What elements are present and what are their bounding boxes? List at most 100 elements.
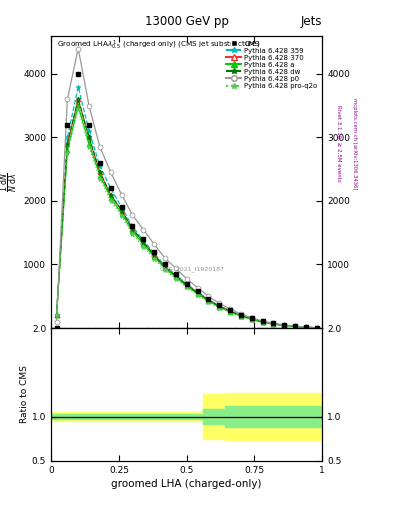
Pythia 6.428 p0 xyxy=(173,265,178,271)
Pythia 6.428 dw xyxy=(228,308,232,314)
Line: Pythia 6.428 p0: Pythia 6.428 p0 xyxy=(54,46,319,330)
Pythia 6.428 a xyxy=(152,254,156,260)
Pythia 6.428 a xyxy=(173,274,178,280)
Pythia 6.428 pro-q2o xyxy=(195,292,200,298)
Pythia 6.428 359 xyxy=(195,289,200,295)
Pythia 6.428 dw xyxy=(163,264,167,270)
Pythia 6.428 dw xyxy=(271,321,276,327)
Pythia 6.428 a xyxy=(54,312,59,318)
Text: 13000 GeV pp: 13000 GeV pp xyxy=(145,15,229,28)
Pythia 6.428 359 xyxy=(228,308,232,314)
Pythia 6.428 370 xyxy=(173,273,178,279)
Pythia 6.428 pro-q2o xyxy=(152,255,156,262)
CMS xyxy=(97,160,102,166)
Pythia 6.428 pro-q2o xyxy=(65,150,70,156)
Pythia 6.428 a xyxy=(108,195,113,201)
Pythia 6.428 a xyxy=(282,323,286,329)
Pythia 6.428 370 xyxy=(87,134,92,140)
Pythia 6.428 pro-q2o xyxy=(184,284,189,290)
Line: Pythia 6.428 pro-q2o: Pythia 6.428 pro-q2o xyxy=(54,106,319,330)
Pythia 6.428 dw xyxy=(206,297,211,303)
Pythia 6.428 pro-q2o xyxy=(97,176,102,182)
Pythia 6.428 a xyxy=(76,102,81,109)
Pythia 6.428 p0 xyxy=(206,293,211,300)
Pythia 6.428 pro-q2o xyxy=(250,317,254,323)
CMS xyxy=(130,223,135,229)
CMS xyxy=(54,325,59,331)
Pythia 6.428 p0 xyxy=(228,306,232,312)
Pythia 6.428 a xyxy=(163,265,167,271)
Pythia 6.428 dw xyxy=(54,312,59,318)
Pythia 6.428 359 xyxy=(217,303,222,309)
Y-axis label: $\frac{1}{N}\frac{\mathrm{d}N}{\mathrm{d}\lambda}$: $\frac{1}{N}\frac{\mathrm{d}N}{\mathrm{d… xyxy=(0,172,20,192)
Line: Pythia 6.428 359: Pythia 6.428 359 xyxy=(54,84,319,330)
CMS xyxy=(293,323,298,329)
Pythia 6.428 pro-q2o xyxy=(108,198,113,204)
Pythia 6.428 359 xyxy=(184,281,189,287)
Pythia 6.428 370 xyxy=(141,239,146,245)
Pythia 6.428 370 xyxy=(119,207,124,214)
Pythia 6.428 pro-q2o xyxy=(260,319,265,326)
Pythia 6.428 370 xyxy=(239,312,243,318)
Legend: CMS, Pythia 6.428 359, Pythia 6.428 370, Pythia 6.428 a, Pythia 6.428 dw, Pythia: CMS, Pythia 6.428 359, Pythia 6.428 370,… xyxy=(225,39,319,90)
Pythia 6.428 359 xyxy=(206,296,211,303)
Pythia 6.428 pro-q2o xyxy=(239,313,243,319)
Text: Groomed LHA$\lambda^{1}_{0.5}$ (charged only) (CMS jet substructure): Groomed LHA$\lambda^{1}_{0.5}$ (charged … xyxy=(57,39,260,52)
Pythia 6.428 359 xyxy=(54,312,59,318)
Pythia 6.428 370 xyxy=(65,141,70,147)
Text: CMS_2021_I1920187: CMS_2021_I1920187 xyxy=(160,267,224,272)
Pythia 6.428 pro-q2o xyxy=(217,305,222,311)
Pythia 6.428 dw xyxy=(293,324,298,330)
Pythia 6.428 359 xyxy=(293,323,298,329)
Pythia 6.428 p0 xyxy=(195,285,200,291)
Line: Pythia 6.428 dw: Pythia 6.428 dw xyxy=(54,97,319,330)
Text: Rivet 3.1.10, ≥ 2.5M events: Rivet 3.1.10, ≥ 2.5M events xyxy=(336,105,341,182)
Pythia 6.428 pro-q2o xyxy=(271,321,276,327)
Pythia 6.428 359 xyxy=(108,185,113,191)
CMS xyxy=(141,236,146,242)
Pythia 6.428 359 xyxy=(152,250,156,256)
CMS xyxy=(119,204,124,210)
Pythia 6.428 359 xyxy=(87,128,92,134)
Pythia 6.428 359 xyxy=(173,271,178,278)
Pythia 6.428 370 xyxy=(293,324,298,330)
CMS xyxy=(314,325,319,331)
Pythia 6.428 a xyxy=(239,313,243,319)
Pythia 6.428 370 xyxy=(260,319,265,325)
CMS xyxy=(206,296,211,302)
Pythia 6.428 dw xyxy=(141,239,146,245)
Pythia 6.428 a xyxy=(304,324,309,330)
Pythia 6.428 p0 xyxy=(314,325,319,331)
Pythia 6.428 p0 xyxy=(304,324,309,330)
Pythia 6.428 a xyxy=(195,291,200,297)
Pythia 6.428 dw xyxy=(282,322,286,328)
Pythia 6.428 370 xyxy=(163,264,167,270)
CMS xyxy=(76,71,81,77)
Pythia 6.428 359 xyxy=(250,316,254,322)
Pythia 6.428 a xyxy=(217,304,222,310)
Pythia 6.428 dw xyxy=(119,207,124,214)
CMS xyxy=(152,249,156,255)
Pythia 6.428 p0 xyxy=(76,46,81,52)
Pythia 6.428 359 xyxy=(163,263,167,269)
Pythia 6.428 pro-q2o xyxy=(293,324,298,330)
Pythia 6.428 dw xyxy=(195,290,200,296)
CMS xyxy=(173,271,178,277)
Pythia 6.428 pro-q2o xyxy=(304,324,309,330)
Pythia 6.428 p0 xyxy=(54,318,59,325)
CMS xyxy=(228,307,232,313)
Pythia 6.428 p0 xyxy=(97,144,102,150)
Text: mcplots.cern.ch [arXiv:1306.3436]: mcplots.cern.ch [arXiv:1306.3436] xyxy=(352,98,357,189)
CMS xyxy=(65,122,70,128)
Pythia 6.428 dw xyxy=(239,312,243,318)
Pythia 6.428 359 xyxy=(282,322,286,328)
Pythia 6.428 dw xyxy=(65,141,70,147)
Line: Pythia 6.428 a: Pythia 6.428 a xyxy=(54,103,319,330)
Pythia 6.428 370 xyxy=(228,308,232,314)
Pythia 6.428 dw xyxy=(314,325,319,331)
Pythia 6.428 370 xyxy=(152,252,156,258)
Pythia 6.428 370 xyxy=(76,96,81,102)
Pythia 6.428 dw xyxy=(173,273,178,279)
Pythia 6.428 370 xyxy=(195,290,200,296)
Pythia 6.428 pro-q2o xyxy=(87,144,92,150)
